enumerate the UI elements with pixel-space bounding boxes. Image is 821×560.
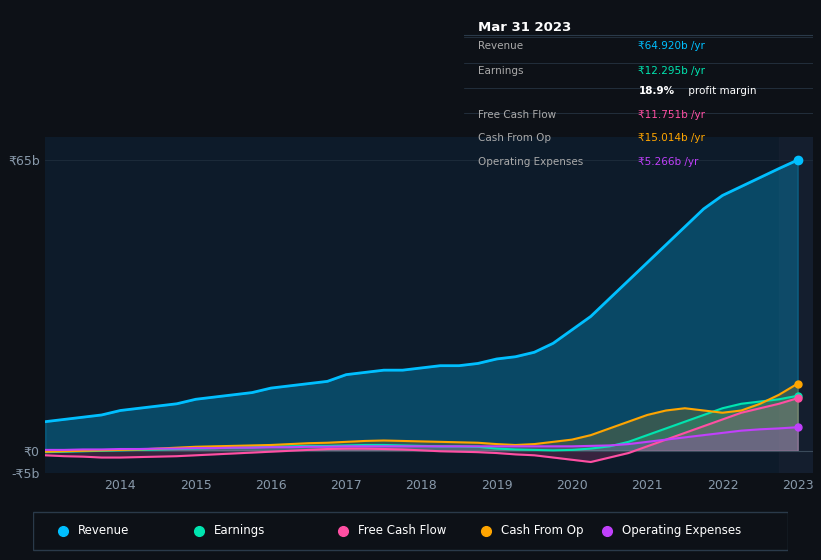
Text: Free Cash Flow: Free Cash Flow	[478, 110, 556, 120]
Text: ₹12.295b /yr: ₹12.295b /yr	[639, 66, 705, 76]
Text: Cash From Op: Cash From Op	[501, 524, 584, 537]
Text: Earnings: Earnings	[478, 66, 523, 76]
Text: ₹15.014b /yr: ₹15.014b /yr	[639, 133, 705, 143]
Text: Revenue: Revenue	[478, 41, 523, 51]
Text: Mar 31 2023: Mar 31 2023	[478, 21, 571, 34]
Text: Revenue: Revenue	[78, 524, 130, 537]
Text: 18.9%: 18.9%	[639, 86, 675, 96]
Text: Cash From Op: Cash From Op	[478, 133, 551, 143]
Text: Earnings: Earnings	[214, 524, 265, 537]
Text: Operating Expenses: Operating Expenses	[478, 157, 583, 166]
Text: Operating Expenses: Operating Expenses	[622, 524, 741, 537]
Bar	[779, 137, 813, 473]
Text: Free Cash Flow: Free Cash Flow	[358, 524, 446, 537]
Text: ₹11.751b /yr: ₹11.751b /yr	[639, 110, 705, 120]
Text: profit margin: profit margin	[686, 86, 757, 96]
Text: ₹64.920b /yr: ₹64.920b /yr	[639, 41, 705, 51]
Text: ₹5.266b /yr: ₹5.266b /yr	[639, 157, 699, 166]
